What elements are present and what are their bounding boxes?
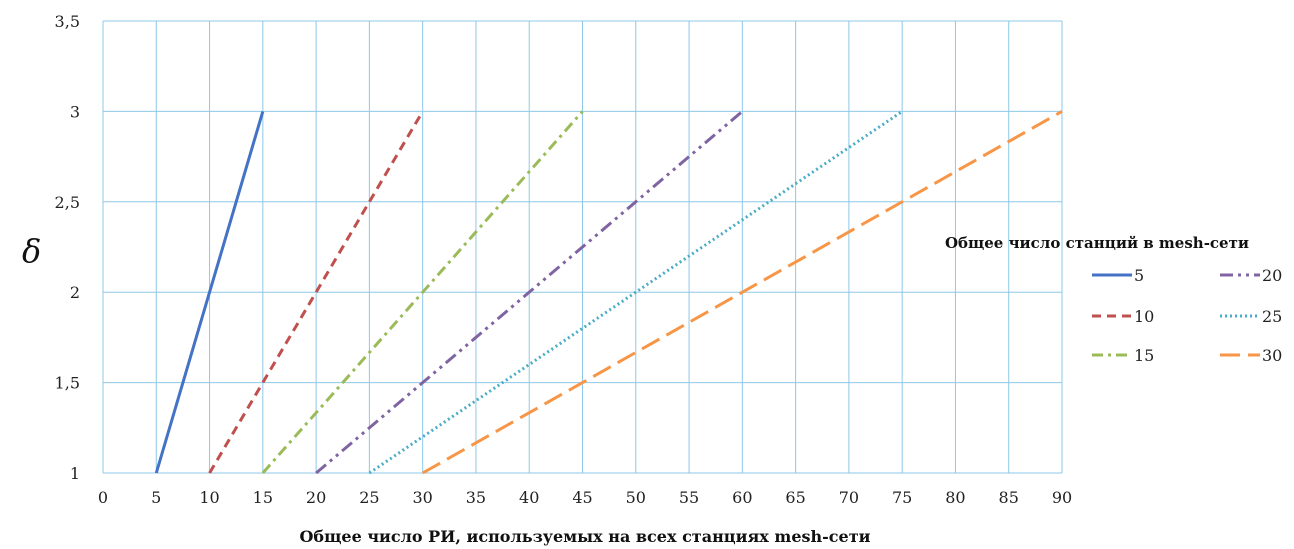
x-tick-label: 20: [306, 488, 326, 507]
y-tick-label: 2: [70, 283, 80, 302]
x-tick-label: 25: [359, 488, 379, 507]
x-axis-label: Общее число РИ, используемых на всех ста…: [299, 527, 870, 546]
x-tick-label: 55: [679, 488, 699, 507]
x-tick-label: 90: [1052, 488, 1072, 507]
legend: Общее число станций в mesh-сети 5 10 15 20 2…: [945, 234, 1282, 365]
series-line-5: [154, 110, 265, 474]
series-line-25: [368, 110, 904, 475]
series-lines: [154, 110, 1063, 475]
x-tick-label: 80: [945, 488, 965, 507]
y-tick-label: 1: [70, 464, 80, 483]
x-tick-label: 50: [626, 488, 646, 507]
x-tick-label: 0: [98, 488, 108, 507]
y-tick-label: 2,5: [55, 193, 80, 212]
x-tick-label: 10: [199, 488, 219, 507]
series-line-30: [421, 110, 1063, 475]
y-tick-label: 3,5: [55, 12, 80, 31]
y-tick-label: 3: [70, 102, 80, 121]
x-tick-label: 75: [892, 488, 912, 507]
y-tick-label: 1,5: [55, 374, 80, 393]
series-line-20: [315, 110, 744, 475]
x-tick-label: 60: [732, 488, 752, 507]
x-tick-label: 30: [412, 488, 432, 507]
y-axis-label: δ: [22, 232, 41, 270]
legend-label-30: 30: [1262, 346, 1282, 365]
x-tick-label: 45: [572, 488, 592, 507]
x-tick-label: 5: [151, 488, 161, 507]
x-tick-label: 85: [999, 488, 1019, 507]
series-line-15: [261, 110, 584, 474]
legend-label-20: 20: [1262, 266, 1282, 285]
legend-title: Общее число станций в mesh-сети: [945, 234, 1249, 252]
legend-label-15: 15: [1134, 346, 1154, 365]
legend-label-5: 5: [1134, 266, 1144, 285]
x-tick-labels: 0 5 10 15 20 25 30 35 40 45 50 55 60 65 70 75 80 85 90: [98, 488, 1072, 507]
y-tick-labels: 1 1,5 2 2,5 3 3,5: [55, 12, 80, 483]
x-tick-label: 35: [466, 488, 486, 507]
series-line-10: [208, 110, 424, 474]
x-tick-label: 40: [519, 488, 539, 507]
x-tick-label: 70: [839, 488, 859, 507]
legend-label-10: 10: [1134, 307, 1154, 326]
legend-label-25: 25: [1262, 307, 1282, 326]
x-tick-label: 65: [785, 488, 805, 507]
x-tick-label: 15: [253, 488, 273, 507]
